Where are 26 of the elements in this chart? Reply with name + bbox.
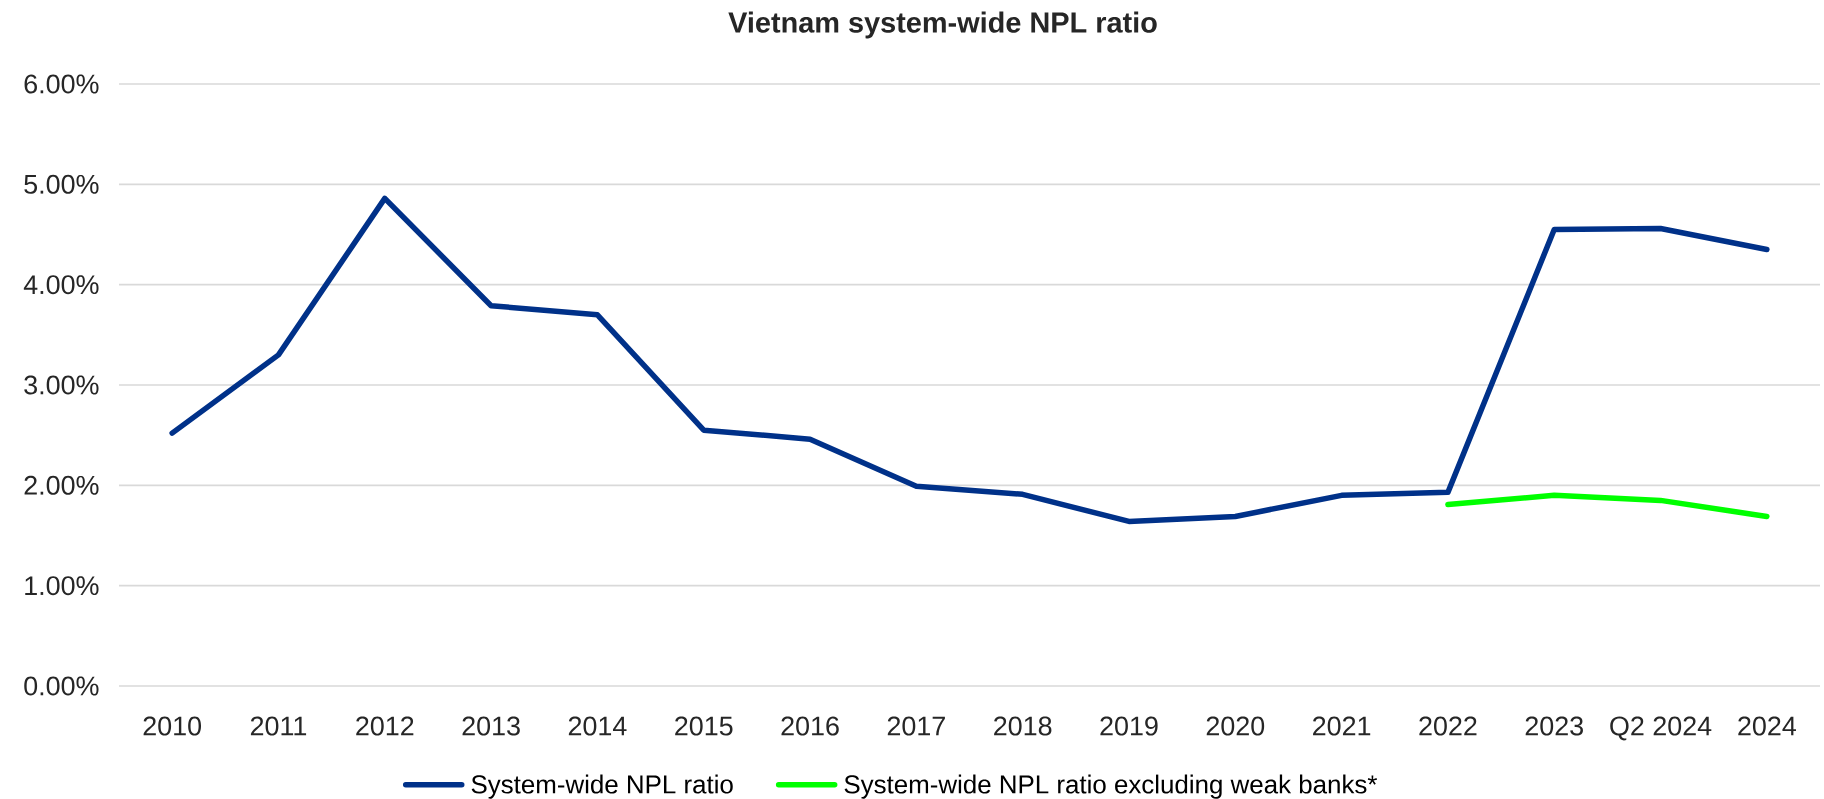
legend-label: System-wide NPL ratio (471, 774, 733, 799)
x-tick-label: 2017 (887, 716, 945, 736)
y-tick-label: 4.00% (23, 275, 99, 295)
x-tick-label: 2015 (675, 716, 733, 736)
x-tick-label: 2020 (1206, 716, 1265, 736)
x-tick-label: 2011 (250, 716, 307, 736)
x-tick-label: 2016 (781, 716, 839, 736)
chart-title: Vietnam system-wide NPL ratio (728, 11, 1157, 39)
x-tick-label: 2021 (1313, 716, 1371, 736)
y-tick-label: 5.00% (24, 174, 99, 194)
x-tick-label: 2019 (1100, 716, 1158, 736)
x-tick-label: 2018 (994, 716, 1052, 736)
y-tick-label: 2.00% (24, 475, 99, 495)
y-tick-label: 0.00% (24, 676, 99, 696)
legend-label: System-wide NPL ratio excluding weak banks* (844, 774, 1378, 799)
y-tick-label: 6.00% (24, 74, 99, 94)
y-tick-label: 3.00% (24, 375, 99, 395)
x-tick-label: 2012 (356, 716, 414, 736)
x-tick-label: 2014 (568, 716, 627, 736)
x-tick-label: 2023 (1525, 716, 1583, 736)
x-tick-label: 2013 (462, 716, 520, 736)
x-tick-label: Q2 2024 (1610, 716, 1712, 741)
x-tick-label: 2022 (1419, 716, 1477, 736)
y-tick-label: 1.00% (25, 576, 99, 596)
x-tick-label: 2010 (143, 716, 202, 736)
x-tick-label: 2024 (1738, 716, 1796, 736)
